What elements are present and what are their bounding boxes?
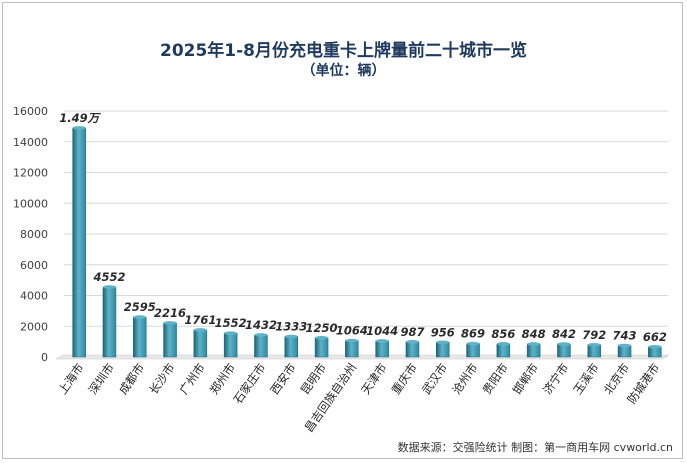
bar-top <box>224 331 238 335</box>
data-label: 2595 <box>124 300 156 314</box>
y-tick-label: 0 <box>41 351 48 364</box>
bar <box>345 340 359 358</box>
bar-top <box>587 343 601 347</box>
category-label: 西安市 <box>267 361 298 397</box>
y-tick-label: 10000 <box>13 197 48 210</box>
data-labels: 1.49万 4552 2595221617611552143213331250106… <box>59 111 667 344</box>
data-label: 792 <box>582 328 606 342</box>
category-label: 重庆市 <box>389 361 420 397</box>
category-label: 广州市 <box>177 361 208 397</box>
bar-top <box>163 321 177 325</box>
bar-top <box>557 342 571 346</box>
y-tick-label: 12000 <box>13 167 48 180</box>
bar <box>557 343 571 358</box>
bar-top <box>648 345 662 349</box>
y-tick-label: 16000 <box>13 105 48 118</box>
category-label: 沧州市 <box>449 361 480 397</box>
data-label: 1432 <box>245 318 277 332</box>
category-label: 北京市 <box>601 361 632 397</box>
bar <box>526 343 541 358</box>
y-tick-label: 2000 <box>20 320 48 333</box>
bar <box>102 286 117 358</box>
data-label: 1064 <box>336 324 368 338</box>
data-label: 869 <box>461 327 485 341</box>
category-label: 上海市 <box>55 361 86 397</box>
category-label: 武汉市 <box>419 361 450 397</box>
data-label: 956 <box>431 325 455 339</box>
bar <box>314 337 329 358</box>
bar-top <box>466 341 480 346</box>
bar-top <box>527 342 541 346</box>
y-axis: 0 2000 4000 6000 8000 10000 12000 14000 16000 <box>13 105 48 364</box>
data-label: 1.49万 <box>59 111 101 125</box>
bar <box>72 127 86 358</box>
bar-top <box>618 343 632 348</box>
bar <box>254 334 268 358</box>
category-label: 郑州市 <box>207 361 238 397</box>
category-label: 深圳市 <box>86 361 117 397</box>
bar <box>466 343 480 358</box>
bar <box>405 341 420 358</box>
bar-top <box>102 285 116 289</box>
data-label: 662 <box>643 330 667 344</box>
bar <box>375 340 389 358</box>
data-label: 1761 <box>184 313 216 327</box>
data-label: 987 <box>400 325 424 339</box>
gridlines <box>55 110 669 360</box>
data-label: 1333 <box>275 320 307 334</box>
bar-top <box>496 342 510 346</box>
data-label: 1552 <box>215 316 247 330</box>
bar <box>436 342 450 358</box>
chart-frame <box>2 2 683 459</box>
y-tick-label: 14000 <box>13 136 48 149</box>
category-label: 成都市 <box>116 361 147 397</box>
category-label: 玉溪市 <box>570 361 601 397</box>
y-tick-label: 6000 <box>20 259 48 272</box>
bar-top <box>284 334 298 339</box>
y-tick-label: 8000 <box>20 228 48 241</box>
bar <box>587 344 601 358</box>
data-label: 2216 <box>154 306 186 320</box>
data-label: 842 <box>552 327 576 341</box>
data-label: 743 <box>613 329 637 343</box>
chart-title: 2025年1-8月份充电重卡上牌量前二十城市一览 <box>159 41 528 61</box>
bar <box>284 336 298 358</box>
bar <box>133 316 147 358</box>
category-label: 邯郸市 <box>510 361 541 397</box>
chart-subtitle: （单位：辆） <box>301 63 386 79</box>
data-label: 848 <box>522 327 546 341</box>
category-label: 济宁市 <box>540 361 571 397</box>
bars <box>72 126 662 358</box>
data-label: 4552 <box>92 270 125 284</box>
data-label: 856 <box>491 327 515 341</box>
category-label: 天津市 <box>358 361 389 397</box>
bar <box>163 322 177 358</box>
bar-top <box>72 126 86 130</box>
source-note: 数据来源：交强险统计 制图：第一商用车网 cvworld.cn <box>397 441 673 454</box>
y-tick-label: 4000 <box>20 290 48 303</box>
bar-top <box>193 328 207 332</box>
bar <box>193 329 208 358</box>
bar-top <box>345 338 359 343</box>
category-label: 昆明市 <box>298 361 329 397</box>
bar-top <box>315 335 329 340</box>
category-label: 贵阳市 <box>480 361 511 397</box>
bar-top <box>254 333 268 337</box>
data-label: 1250 <box>306 321 338 335</box>
bar-top <box>133 315 147 319</box>
bar-top <box>405 340 419 344</box>
bar <box>496 343 511 358</box>
bar-top <box>375 339 389 343</box>
data-label: 1044 <box>366 324 398 338</box>
chart-floor <box>55 354 669 360</box>
category-label: 长沙市 <box>146 361 177 397</box>
bar-top <box>436 340 450 345</box>
bar <box>223 332 238 358</box>
